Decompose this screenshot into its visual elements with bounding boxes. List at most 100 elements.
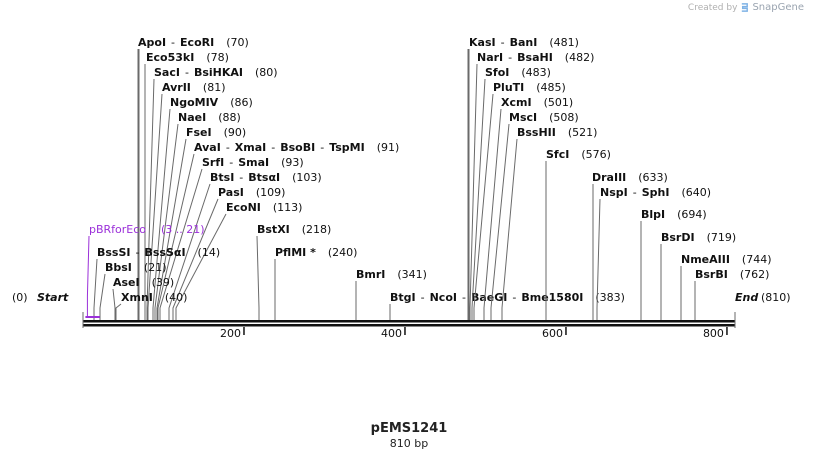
enzyme-label-bsshii[interactable]: BssHII	[517, 126, 556, 139]
leader-line-bsshii	[501, 138, 518, 320]
enzyme-label-nmeaiii[interactable]: NmeAIII	[681, 253, 730, 266]
cut-position-asei: (39)	[152, 276, 175, 289]
enzyme-label-draiii[interactable]: DraIII	[592, 171, 626, 184]
site-separator: -	[185, 66, 189, 79]
leader-line-fsei	[156, 138, 187, 320]
enzyme-label-ncoi[interactable]: NcoI	[430, 291, 457, 304]
enzyme-label-xmai[interactable]: XmaI	[235, 141, 266, 154]
leader-line-saci-bsihkai	[146, 78, 155, 320]
site-separator: -	[508, 51, 512, 64]
enzyme-label-fsei[interactable]: FseI	[186, 126, 212, 139]
site-separator: -	[501, 36, 505, 49]
enzyme-label-tspmi[interactable]: TspMI	[329, 141, 365, 154]
leader-line-naei	[154, 123, 179, 320]
enzyme-label-srfi[interactable]: SrfI	[202, 156, 224, 169]
enzyme-label-blpi[interactable]: BlpI	[641, 208, 665, 221]
enzyme-label-xcmi[interactable]: XcmI	[501, 96, 532, 109]
enzyme-label-xmni[interactable]: XmnI	[121, 291, 153, 304]
enzyme-label-btgi[interactable]: BtgI	[390, 291, 416, 304]
leader-line-sfoi	[471, 78, 486, 320]
enzyme-label-bstxi[interactable]: BstXI	[257, 223, 290, 236]
enzyme-label-ngomiv[interactable]: NgoMIV	[170, 96, 219, 109]
enzyme-label-econi[interactable]: EcoNI	[226, 201, 261, 214]
leader-line-avai-xmai-bsobi-tspmi	[157, 153, 195, 320]
site-separator: -	[633, 186, 637, 199]
primer-label[interactable]: pBRforEco	[89, 223, 146, 236]
enzyme-label-bts-i[interactable]: BtsαI	[248, 171, 280, 184]
leader-line-ngomiv	[152, 108, 171, 320]
cut-position-bmri: (341)	[397, 268, 427, 281]
cut-position-srfi-smai: (93)	[281, 156, 304, 169]
leader-line-econi	[175, 213, 227, 320]
enzyme-label-sphi[interactable]: SphI	[642, 186, 670, 199]
leader-line-bsssi-bsss-i	[93, 258, 98, 320]
cut-position-btsi-bts-i: (103)	[292, 171, 322, 184]
plasmid-size: 810 bp	[389, 437, 429, 450]
ruler-tick-label: 800	[703, 327, 724, 340]
enzyme-label-sfoi[interactable]: SfoI	[485, 66, 509, 79]
cut-position-draiii: (633)	[638, 171, 668, 184]
cut-position-naei: (88)	[218, 111, 241, 124]
cut-position-kasi-bani: (481)	[549, 36, 579, 49]
enzyme-label-bsrdi[interactable]: BsrDI	[661, 231, 695, 244]
site-separator: -	[512, 291, 516, 304]
snapgene-logo-icon	[742, 3, 749, 12]
cut-position-bsrdi: (719)	[707, 231, 737, 244]
enzyme-label-nspi[interactable]: NspI	[600, 186, 628, 199]
ruler-tick-label: 600	[542, 327, 563, 340]
enzyme-label-bani[interactable]: BanI	[510, 36, 538, 49]
enzyme-label-ecori[interactable]: EcoRI	[180, 36, 214, 49]
credit-brand: SnapGene	[752, 2, 804, 13]
enzyme-label-baegi[interactable]: BaeGI	[471, 291, 507, 304]
enzyme-label-pluti[interactable]: PluTI	[493, 81, 524, 94]
enzyme-label-pflmi[interactable]: PflMI *	[275, 246, 316, 259]
site-separator: -	[462, 291, 466, 304]
enzyme-label-avrii[interactable]: AvrII	[162, 81, 191, 94]
enzyme-label-bbsi[interactable]: BbsI	[105, 261, 132, 274]
site-separator: -	[136, 246, 140, 259]
enzyme-label-bsihkai[interactable]: BsiHKAI	[194, 66, 243, 79]
enzyme-label-naei[interactable]: NaeI	[178, 111, 206, 124]
cut-position-saci-bsihkai: (80)	[255, 66, 278, 79]
site-separator: -	[271, 141, 275, 154]
enzyme-label-saci[interactable]: SacI	[154, 66, 180, 79]
cut-position-msci: (508)	[549, 111, 579, 124]
site-separator: -	[229, 156, 233, 169]
snapgene-credit: Created by SnapGene	[688, 2, 804, 13]
cut-position-ngomiv: (86)	[230, 96, 253, 109]
enzyme-label-avai[interactable]: AvaI	[194, 141, 221, 154]
enzyme-label-smai[interactable]: SmaI	[238, 156, 269, 169]
enzyme-label-eco53ki[interactable]: Eco53kI	[146, 51, 194, 64]
cut-position-nspi-sphi: (640)	[681, 186, 711, 199]
backbone-strand-top	[83, 320, 735, 323]
end-position: (810)	[761, 291, 791, 304]
enzyme-label-bsss-i[interactable]: BssSαI	[144, 246, 185, 259]
enzyme-label-pasi[interactable]: PasI	[218, 186, 244, 199]
enzyme-label-msci[interactable]: MscI	[509, 111, 537, 124]
leader-line-nari-bsahi	[469, 63, 478, 320]
enzyme-label-bmri[interactable]: BmrI	[356, 268, 385, 281]
enzyme-label-sfci[interactable]: SfcI	[546, 148, 569, 161]
enzyme-label-bsssi[interactable]: BssSI	[97, 246, 131, 259]
leader-line-avrii	[147, 93, 163, 320]
enzyme-label-bsrbi[interactable]: BsrBI	[695, 268, 728, 281]
cut-position-avrii: (81)	[203, 81, 226, 94]
enzyme-label-btsi[interactable]: BtsI	[210, 171, 234, 184]
primer-range: (3 .. 21)	[161, 223, 205, 236]
cut-position-btgi-ncoi-baegi-bme1580i: (383)	[595, 291, 625, 304]
leader-line-bstxi	[256, 235, 260, 320]
cut-position-bsshii: (521)	[568, 126, 598, 139]
enzyme-label-asei[interactable]: AseI	[113, 276, 140, 289]
enzyme-label-kasi[interactable]: KasI	[469, 36, 496, 49]
enzyme-label-bme1580i[interactable]: Bme1580I	[521, 291, 583, 304]
enzyme-label-bsahi[interactable]: BsaHI	[517, 51, 553, 64]
enzyme-label-nari[interactable]: NarI	[477, 51, 503, 64]
cut-position-eco53ki: (78)	[206, 51, 229, 64]
site-separator: -	[421, 291, 425, 304]
enzyme-label-bsobi[interactable]: BsoBI	[280, 141, 315, 154]
cut-position-blpi: (694)	[677, 208, 707, 221]
cut-position-pflmi: (240)	[328, 246, 358, 259]
site-separator: -	[171, 36, 175, 49]
enzyme-label-apoi[interactable]: ApoI	[138, 36, 166, 49]
start-label: Start	[37, 291, 69, 304]
